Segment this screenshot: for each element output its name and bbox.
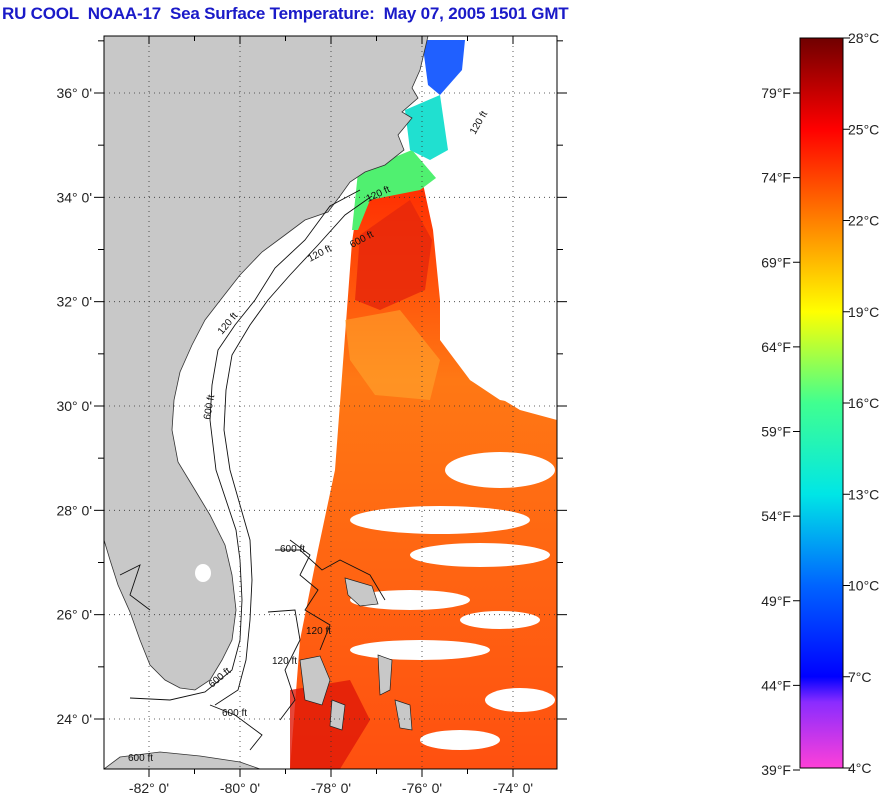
celsius-label: 4°C bbox=[848, 760, 872, 776]
colorbar-labels: 28°C 25°C 22°C 19°C 16°C 13°C 10°C 7°C 4°C 79°F 74… bbox=[761, 30, 879, 778]
longitude-label: -78° 0' bbox=[311, 780, 351, 796]
graticule bbox=[94, 36, 567, 777]
celsius-label: 25°C bbox=[848, 121, 879, 137]
fahrenheit-label: 79°F bbox=[761, 85, 791, 101]
sst-nearshore-blue bbox=[422, 40, 465, 95]
contour-label-600ft: 600 ft bbox=[222, 708, 247, 719]
sst-nearshore-green bbox=[352, 150, 436, 230]
celsius-label: 16°C bbox=[848, 395, 879, 411]
longitude-label: -80° 0' bbox=[220, 780, 260, 796]
contour-label-600ft: 600 ft bbox=[128, 753, 153, 764]
latitude-label: 26° 0' bbox=[56, 607, 92, 623]
land-cuba bbox=[104, 751, 261, 769]
colorbar bbox=[799, 37, 844, 769]
latitude-label: 32° 0' bbox=[56, 294, 92, 310]
celsius-label: 19°C bbox=[848, 304, 879, 320]
fahrenheit-label: 49°F bbox=[761, 593, 791, 609]
contour-label-120ft: 120 ft bbox=[272, 656, 297, 667]
fahrenheit-label: 74°F bbox=[761, 170, 791, 186]
land-mainland bbox=[104, 36, 429, 691]
contour-label-600ft: 600 ft bbox=[280, 544, 305, 555]
map-title: RU COOL NOAA-17 Sea Surface Temperature:… bbox=[2, 4, 569, 23]
contour-label-120ft: 120 ft bbox=[306, 626, 331, 637]
celsius-label: 7°C bbox=[848, 669, 872, 685]
celsius-label: 13°C bbox=[848, 486, 879, 502]
latitude-labels: 36° 0' 34° 0' 32° 0' 30° 0' 28° 0' 26° 0' 24° … bbox=[56, 85, 92, 727]
celsius-label: 28°C bbox=[848, 30, 879, 46]
latitude-label: 30° 0' bbox=[56, 398, 92, 414]
longitude-label: -82° 0' bbox=[129, 780, 169, 796]
latitude-label: 28° 0' bbox=[56, 502, 92, 518]
longitude-label: -76° 0' bbox=[402, 780, 442, 796]
latitude-label: 24° 0' bbox=[56, 711, 92, 727]
celsius-label: 10°C bbox=[848, 578, 879, 594]
longitude-labels: -82° 0' -80° 0' -78° 0' -76° 0' -74° 0' bbox=[129, 780, 533, 796]
latitude-label: 36° 0' bbox=[56, 85, 92, 101]
cloud-cover bbox=[350, 290, 557, 750]
sst-warm-core bbox=[355, 200, 432, 310]
latitude-label: 34° 0' bbox=[56, 189, 92, 205]
longitude-label: -74° 0' bbox=[493, 780, 533, 796]
contour-label-600ft: 600 ft bbox=[202, 394, 217, 421]
depth-contours bbox=[119, 189, 386, 751]
lake-okeechobee bbox=[195, 564, 211, 582]
fahrenheit-label: 64°F bbox=[761, 339, 791, 355]
sst-nearshore-cyan bbox=[405, 95, 448, 160]
celsius-label: 22°C bbox=[848, 213, 879, 229]
sst-cool-band bbox=[345, 310, 440, 400]
fahrenheit-label: 44°F bbox=[761, 677, 791, 693]
land-bahamas bbox=[299, 577, 413, 731]
fahrenheit-label: 59°F bbox=[761, 424, 791, 440]
fahrenheit-label: 69°F bbox=[761, 254, 791, 270]
fahrenheit-label: 54°F bbox=[761, 508, 791, 524]
fahrenheit-label: 39°F bbox=[761, 762, 791, 778]
